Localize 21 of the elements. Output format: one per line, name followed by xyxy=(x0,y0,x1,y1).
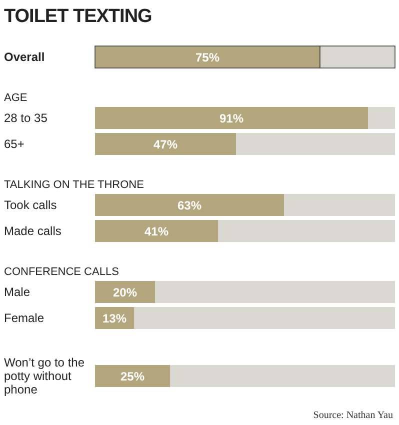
data-label: 75% xyxy=(195,50,220,64)
y-tick-label: Took calls xyxy=(4,198,57,212)
y-tick-label: Male xyxy=(4,285,30,299)
data-label: 20% xyxy=(112,286,138,300)
data-label: 41% xyxy=(144,224,169,238)
y-tick-label: Female xyxy=(4,311,44,325)
y-tick-label: AGE xyxy=(4,92,28,104)
data-label: 91% xyxy=(219,112,244,126)
source-note: Source: Nathan Yau xyxy=(313,410,393,421)
y-tick-label: Overall xyxy=(4,50,45,64)
y-tick-label: TALKING ON THE THRONE xyxy=(4,179,144,191)
y-tick-label: Won’t go to the potty without phone xyxy=(4,356,85,396)
chart-title: TOILET TEXTING xyxy=(4,6,152,27)
y-tick-label: Made calls xyxy=(4,224,62,238)
data-label: 47% xyxy=(153,138,178,152)
data-label: 25% xyxy=(120,370,145,384)
y-tick-label: 65+ xyxy=(4,137,24,151)
data-label: 13% xyxy=(102,312,127,326)
y-tick-label: CONFERENCE CALLS xyxy=(4,266,119,278)
y-tick-label: 28 to 35 xyxy=(4,111,48,125)
data-label: 63% xyxy=(177,198,202,212)
